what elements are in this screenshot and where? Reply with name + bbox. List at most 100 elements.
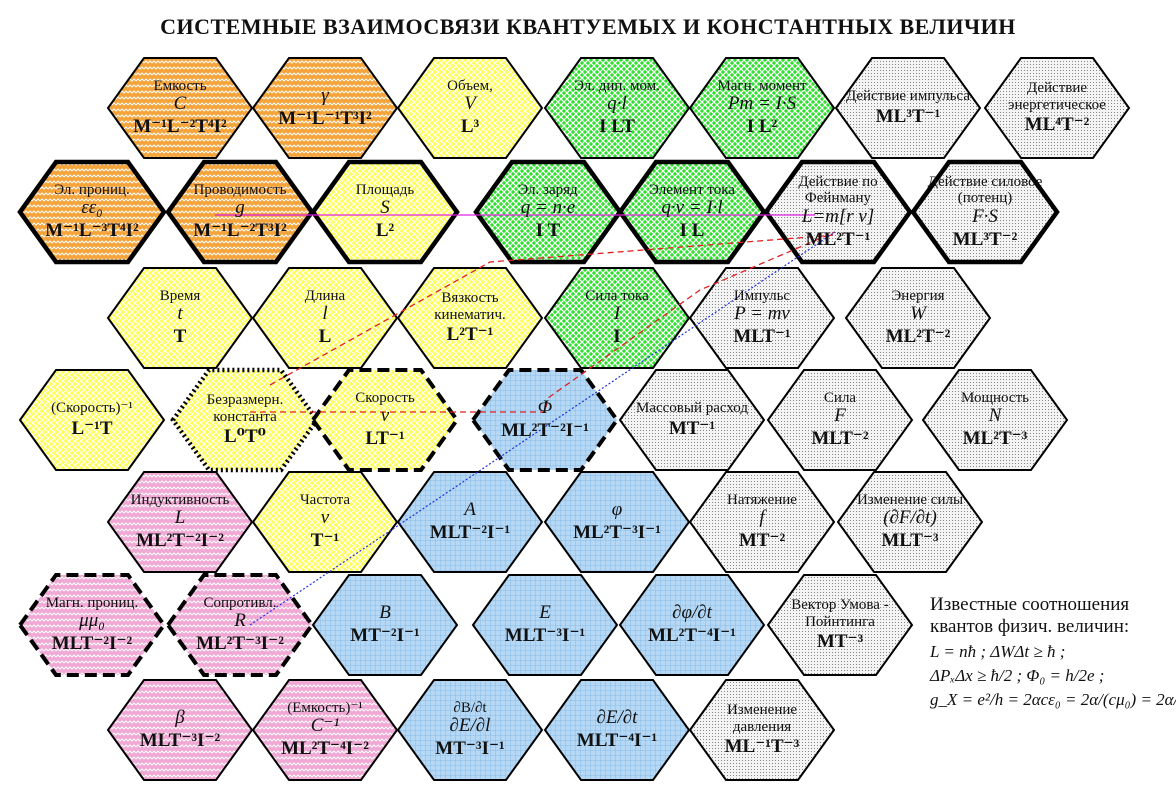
hex-dimension: MT⁻¹ — [668, 417, 716, 439]
hex-dimension: MT⁻²I⁻¹ — [350, 625, 420, 646]
hex-cell — [310, 159, 460, 265]
hex-dimension: ML⁻¹T⁻³ — [724, 736, 800, 758]
hex-cell-text: Проводимость g M⁻¹L⁻²T³I² — [175, 162, 305, 262]
hex-symbol: E — [539, 602, 551, 624]
hex-dimension: M⁻¹L⁻²T³I² — [193, 220, 287, 242]
hex-label: Проводимость — [193, 181, 287, 198]
hex-symbol: q·l — [607, 93, 627, 115]
page-title: СИСТЕМНЫЕ ВЗАИМОСВЯЗИ КВАНТУЕМЫХ И КОНСТ… — [160, 14, 1016, 39]
hex-cell-text: Действие силовое (потенц) F·S ML³T⁻² — [920, 162, 1050, 262]
hex-label: Натяжение — [727, 491, 797, 508]
hex-symbol: (∂F/∂t) — [883, 507, 937, 529]
hex-symbol: Φ — [537, 397, 553, 419]
hex-dimension: MLT⁻²I⁻¹ — [429, 522, 511, 543]
hex-cell-text: Импульс P = mv MLT⁻¹ — [697, 268, 827, 368]
hex-label: Площадь — [355, 181, 415, 198]
hex-cell — [688, 471, 836, 573]
hex-symbol: R — [234, 610, 246, 632]
hex-dimension: ML⁴T⁻² — [1024, 114, 1090, 136]
hex-cell — [165, 573, 315, 677]
hex-cell-text: B MT⁻²I⁻¹ — [320, 575, 450, 675]
hex-cell-text: Φ ML²T⁻²I⁻¹ — [480, 370, 610, 470]
hex-dimension: MLT⁻³I⁻² — [139, 730, 221, 751]
hex-cell — [17, 159, 167, 265]
hex-cell — [310, 368, 460, 472]
hex-symbol: φ — [611, 499, 623, 521]
hex-symbol: F·S — [972, 205, 998, 227]
hex-cell — [688, 57, 836, 159]
hex-cell — [910, 159, 1060, 265]
hex-symbol: t — [177, 303, 183, 325]
hex-cell-text: Объем, V L³ — [405, 58, 535, 158]
hex-symbol: N — [988, 405, 1002, 427]
hex-cell-text: ∂B/∂t ∂E/∂l MT⁻³I⁻¹ — [405, 680, 535, 780]
hex-dimension: L⁰T⁰ — [224, 426, 266, 448]
hex-cell-text: Мощность N ML²T⁻³ — [930, 370, 1060, 470]
formula: ΔPₓΔx ≥ ħ/2 ; Φ₀ = h/2e ; — [930, 666, 1105, 685]
connector-line — [269, 234, 836, 386]
hex-dimension: ML²T⁻³ — [962, 428, 1028, 450]
hex-cell-text: Время t T — [115, 268, 245, 368]
hex-cell-text: Емкость C M⁻¹L⁻²T⁴I² — [115, 58, 245, 158]
hex-label: Индуктивность — [130, 491, 230, 508]
hex-dimension: L³ — [460, 116, 480, 138]
hex-label: Массовый расход — [636, 400, 748, 417]
hex-label: Действие силовое (потенц) — [927, 173, 1043, 207]
hex-dimension: MT⁻² — [738, 530, 786, 552]
hex-dimension: MLT⁻³I⁻¹ — [504, 625, 586, 646]
hex-label: ∂B/∂t — [453, 699, 487, 716]
hex-dimension: MLT⁻³ — [881, 530, 939, 552]
hex-dimension: L⁻¹T — [71, 417, 113, 439]
hex-symbol: f — [759, 507, 765, 529]
hex-cell-text: Площадь S L² — [320, 162, 450, 262]
hex-label: Изменение давления — [726, 702, 798, 735]
hex-cell-text: Сила F MLT⁻² — [775, 370, 905, 470]
hex-cell — [844, 267, 992, 369]
hex-symbol: l — [322, 303, 328, 325]
hex-cell — [618, 574, 766, 676]
hex-symbol: ∂φ/∂t — [672, 602, 712, 624]
hex-label: Вязкость кинематич. — [434, 290, 506, 323]
hex-label: Магн. прониц. — [45, 594, 139, 611]
hex-label: Элемент тока — [649, 181, 735, 198]
hex-label: Частота — [299, 491, 351, 508]
hex-label: Действие импульса — [845, 88, 971, 105]
hex-dimension: MLT⁻² — [811, 428, 869, 450]
hex-cell-text: E MLT⁻³I⁻¹ — [480, 575, 610, 675]
hex-cell — [921, 369, 1069, 471]
hex-symbol: γ — [321, 85, 329, 107]
hex-symbol: μμ₀ — [79, 610, 105, 632]
notes-heading: Известные соотношения квантов физич. вел… — [930, 594, 1130, 637]
hex-cell-text: Сопротивл. R ML²T⁻³I⁻² — [175, 575, 305, 675]
hex-label: Сопротивл. — [203, 594, 277, 611]
hex-cell-text: Действие импульса ML³T⁻¹ — [843, 58, 973, 158]
hex-symbol: L — [174, 507, 186, 529]
connector-line — [249, 231, 836, 626]
hex-dimension: ML²T⁻¹ — [805, 228, 871, 250]
hex-dimension: ML²T⁻²I⁻¹ — [501, 420, 589, 441]
connector-line — [250, 231, 836, 413]
hex-cell-text: Действие энергетическое ML⁴T⁻² — [992, 58, 1122, 158]
hex-label: Вектор Умова - Пойнтинга — [791, 597, 889, 630]
hex-symbol: β — [175, 707, 185, 729]
hex-label: Действие энергетическое — [1008, 80, 1106, 113]
hex-dimension: ML²T⁻² — [885, 326, 951, 348]
hex-symbol: L=m[r v] — [801, 205, 875, 227]
hex-cell-text: Элемент тока q·v = I·l I L — [627, 162, 757, 262]
hex-symbol: q·v = I·l — [661, 197, 723, 219]
formula: g_X = e²/h = 2αcε₀ = 2α/(cμ₀) = 2α/R_B — [930, 690, 1176, 709]
hex-cell-text: γ M⁻¹L⁻¹T³I² — [260, 58, 390, 158]
hex-symbol: A — [464, 499, 476, 521]
hex-cell-text: ∂φ/∂t ML²T⁻⁴I⁻¹ — [627, 575, 757, 675]
hex-symbol: B — [379, 602, 391, 624]
hex-symbol: V — [464, 93, 476, 115]
hex-dimension: ML²T⁻⁴I⁻² — [281, 738, 369, 760]
hex-dimension: I — [613, 326, 621, 348]
hex-symbol: F — [834, 405, 846, 427]
hex-label: Скорость — [355, 389, 415, 406]
hex-dimension: ML²T⁻²I⁻² — [136, 530, 224, 552]
hex-cell — [688, 267, 836, 369]
hex-symbol: C⁻¹ — [310, 715, 340, 737]
hex-cell — [471, 574, 619, 676]
hex-dimension: M⁻¹L⁻¹T³I² — [278, 108, 372, 129]
